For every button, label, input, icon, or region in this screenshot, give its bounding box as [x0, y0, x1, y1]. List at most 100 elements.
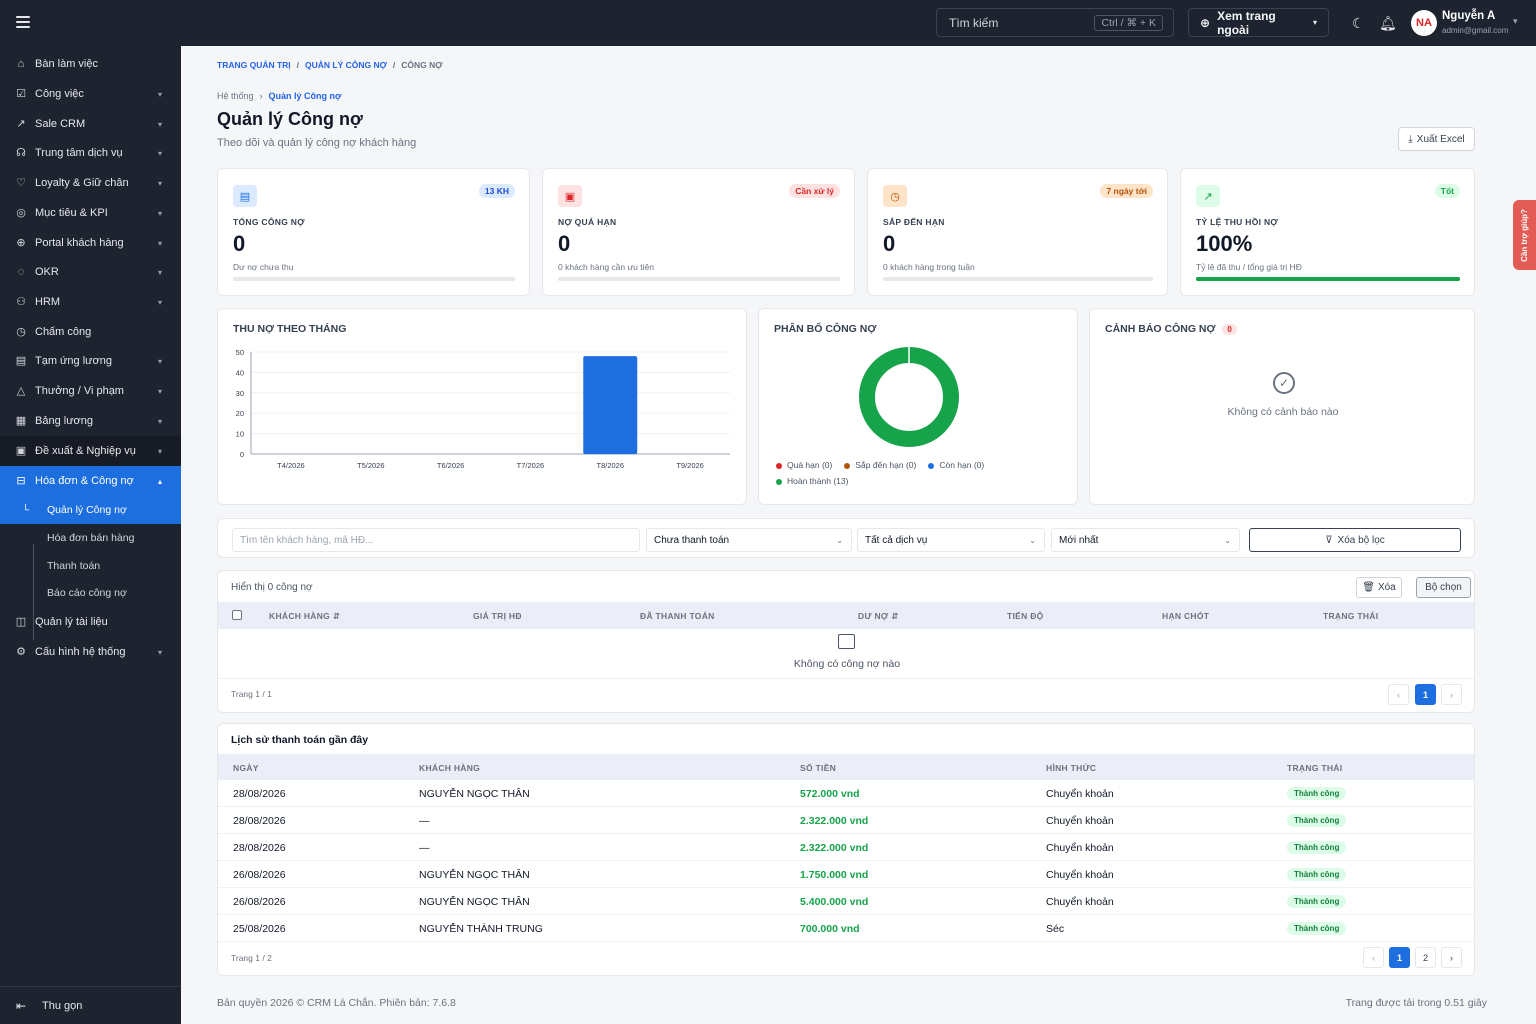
- breadcrumb-link[interactable]: TRANG QUẢN TRỊ: [217, 60, 291, 70]
- sidebar-item-invoice[interactable]: ⊟ Hóa đơn & Công nợ ▴: [0, 466, 181, 496]
- table-row[interactable]: 28/08/2026 — 2.322.000 vnd Chuyển khoản Thàn…: [218, 807, 1476, 834]
- col-label: KHÁCH HÀNG: [269, 611, 331, 621]
- home-icon: ⌂: [17, 58, 25, 70]
- prev-page-button[interactable]: ‹: [1388, 684, 1409, 705]
- next-page-button[interactable]: ›: [1441, 947, 1462, 968]
- sidebar-item-kpi[interactable]: ◎ Mục tiêu & KPI ▾: [0, 198, 181, 228]
- alerts-title-text: CẢNH BÁO CÔNG NỢ: [1105, 323, 1216, 335]
- sub-breadcrumb-link[interactable]: Hệ thống: [217, 91, 254, 101]
- select-all-checkbox[interactable]: [232, 610, 242, 620]
- table-row[interactable]: 26/08/2026 NGUYỄN NGỌC THÂN 5.400.000 vnd C…: [218, 888, 1476, 915]
- legend-item[interactable]: Quá hạn (0): [776, 457, 832, 473]
- legend-label: Còn hạn (0): [939, 460, 985, 470]
- col-contract-value: GIÁ TRỊ HĐ: [473, 611, 522, 621]
- showing-count: Hiển thị 0 công nợ: [231, 582, 313, 593]
- col-date: NGÀY: [233, 763, 259, 773]
- status-badge: Thành công: [1287, 895, 1347, 908]
- sidebar-item-okr[interactable]: ◌ OKR ▾: [0, 257, 181, 287]
- cell-date: 26/08/2026: [233, 869, 286, 881]
- user-name[interactable]: Nguyễn A: [1442, 10, 1496, 22]
- page-button[interactable]: 1: [1389, 947, 1410, 968]
- col-debt[interactable]: DƯ NỢ ⇵: [858, 611, 899, 621]
- next-page-button[interactable]: ›: [1441, 684, 1462, 705]
- bell-icon[interactable]: 🔔︎: [1379, 15, 1397, 31]
- legend-label: Quá hạn (0): [787, 460, 833, 470]
- sidebar-item-label: Thưởng / Vi phạm: [35, 385, 124, 397]
- breadcrumb-link[interactable]: QUẢN LÝ CÔNG NỢ: [305, 60, 387, 70]
- chevron-down-icon: ⌄: [1224, 535, 1231, 545]
- sidebar-item-salary-advance[interactable]: ▤ Tạm ứng lương ▾: [0, 346, 181, 376]
- sidebar-item-tasks[interactable]: ☑ Công việc ▾: [0, 79, 181, 109]
- sidebar-item-workspace[interactable]: ⌂ Bàn làm việc: [0, 49, 181, 79]
- service-select[interactable]: Tất cả dịch vụ ⌄: [857, 528, 1045, 552]
- col-status: TRẠNG THÁI: [1287, 763, 1343, 773]
- sidebar-item-proposal[interactable]: ▣ Đề xuất & Nghiệp vụ ▾: [0, 436, 181, 466]
- trend-up-icon: ↗: [1196, 185, 1220, 207]
- kpi-desc: Dư nợ chưa thu: [233, 262, 294, 272]
- col-customer[interactable]: KHÁCH HÀNG ⇵: [269, 611, 341, 621]
- legend-item[interactable]: Sắp đến hạn (0): [844, 457, 916, 473]
- kpi-label: TỶ LỆ THU HỒI NỢ: [1196, 217, 1278, 227]
- search-input[interactable]: Tìm tên khách hàng, mã HĐ...: [232, 528, 640, 552]
- sidebar-item-service-center[interactable]: ☊ Trung tâm dịch vụ ▾: [0, 138, 181, 168]
- cell-date: 25/08/2026: [233, 923, 286, 935]
- payment-history: Lịch sử thanh toán gần đây NGÀY KHÁCH HÀ…: [217, 723, 1476, 976]
- kpi-badge: 13 KH: [478, 184, 515, 198]
- menu-icon[interactable]: [16, 16, 30, 28]
- collapse-label: Thu gọn: [42, 999, 83, 1012]
- collapse-button[interactable]: ⇤ Thu gọn: [0, 986, 181, 1024]
- table-row[interactable]: 28/08/2026 — 2.322.000 vnd Chuyển khoản Thàn…: [218, 834, 1476, 861]
- prev-page-button[interactable]: ‹: [1363, 947, 1384, 968]
- document-icon: ◫: [15, 616, 27, 628]
- sidebar-subitem-sales-invoice[interactable]: Hóa đơn bán hàng: [0, 524, 181, 552]
- sidebar-subitem-debt-report[interactable]: Báo cáo công nợ: [0, 579, 181, 607]
- col-status: TRẠNG THÁI: [1323, 611, 1379, 621]
- table-row[interactable]: 26/08/2026 NGUYỄN NGỌC THÂN 1.750.000 vnd C…: [218, 861, 1476, 888]
- table-row[interactable]: 25/08/2026 NGUYỄN THÀNH TRUNG 700.000 vnd S…: [218, 915, 1476, 942]
- sidebar-subitem-payment[interactable]: Thanh toán: [0, 552, 181, 580]
- sidebar-item-portal[interactable]: ⊕ Portal khách hàng ▾: [0, 228, 181, 258]
- sidebar-item-settings[interactable]: ⚙ Cấu hình hệ thống ▾: [0, 637, 181, 667]
- y-tick-label: 10: [236, 430, 244, 439]
- sidebar-item-hrm[interactable]: ⚇ HRM ▾: [0, 287, 181, 317]
- column-picker-button[interactable]: Bộ chọn: [1416, 577, 1471, 598]
- sidebar-item-label: Công việc: [35, 88, 84, 100]
- delete-button[interactable]: 🗑︎ Xóa: [1356, 577, 1402, 598]
- x-tick-label: T7/2026: [517, 461, 545, 470]
- legend-item[interactable]: Hoàn thành (13): [776, 473, 848, 489]
- legend-item[interactable]: Còn hạn (0): [928, 457, 984, 473]
- search-box[interactable]: Tìm kiếm Ctrl / ⌘ + K: [936, 8, 1174, 37]
- y-tick-label: 50: [236, 348, 244, 357]
- chevron-down-icon: ▾: [158, 148, 163, 158]
- clear-filter-button[interactable]: ⊽ Xóa bộ lọc: [1249, 528, 1461, 552]
- sidebar-item-reward[interactable]: △ Thưởng / Vi phạm ▾: [0, 376, 181, 406]
- sidebar-item-label: Mục tiêu & KPI: [35, 207, 108, 219]
- kpi-value: 100%: [1196, 231, 1253, 256]
- legend-dot: [928, 462, 935, 469]
- avatar[interactable]: NA: [1411, 10, 1437, 36]
- status-select[interactable]: Chưa thanh toán ⌄: [646, 528, 852, 552]
- view-site-button[interactable]: ⊕ Xem trang ngoài ▾: [1188, 8, 1329, 37]
- help-tab[interactable]: Cần trợ giúp?: [1513, 200, 1536, 270]
- kpi-desc: 0 khách hàng trong tuần: [883, 262, 975, 272]
- sidebar-item-documents[interactable]: ◫ Quản lý tài liệu: [0, 607, 181, 637]
- kpi-value: 0: [883, 231, 896, 256]
- status-badge: Thành công: [1287, 814, 1347, 827]
- sidebar-subitem-debt[interactable]: └ Quản lý Công nợ: [0, 496, 181, 524]
- chevron-down-icon: ▾: [158, 208, 163, 218]
- sidebar-item-payroll[interactable]: ▦ Bảng lương ▾: [0, 406, 181, 436]
- sidebar-item-sale-crm[interactable]: ↗ Sale CRM ▾: [0, 109, 181, 139]
- sort-select[interactable]: Mới nhất ⌄: [1051, 528, 1240, 552]
- chevron-down-icon[interactable]: ▾: [1513, 16, 1518, 26]
- sort-select-value: Mới nhất: [1059, 534, 1099, 546]
- sidebar-item-timekeeping[interactable]: ◷ Chấm công: [0, 317, 181, 347]
- clock-icon: ◷: [883, 185, 907, 207]
- dark-mode-icon[interactable]: ☾: [1352, 15, 1365, 31]
- export-excel-button[interactable]: ⤓ Xuất Excel: [1398, 127, 1475, 151]
- history-header: NGÀY KHÁCH HÀNG SỐ TIỀN HÌNH THỨC TRẠNG …: [218, 754, 1474, 780]
- table-row[interactable]: 28/08/2026 NGUYỄN NGỌC THÂN 572.000 vnd Chu…: [218, 780, 1476, 807]
- sidebar-item-loyalty[interactable]: ♡ Loyalty & Giữ chân ▾: [0, 168, 181, 198]
- page-button[interactable]: 2: [1415, 947, 1436, 968]
- chevron-down-icon: ▾: [158, 446, 163, 456]
- page-button[interactable]: 1: [1415, 684, 1436, 705]
